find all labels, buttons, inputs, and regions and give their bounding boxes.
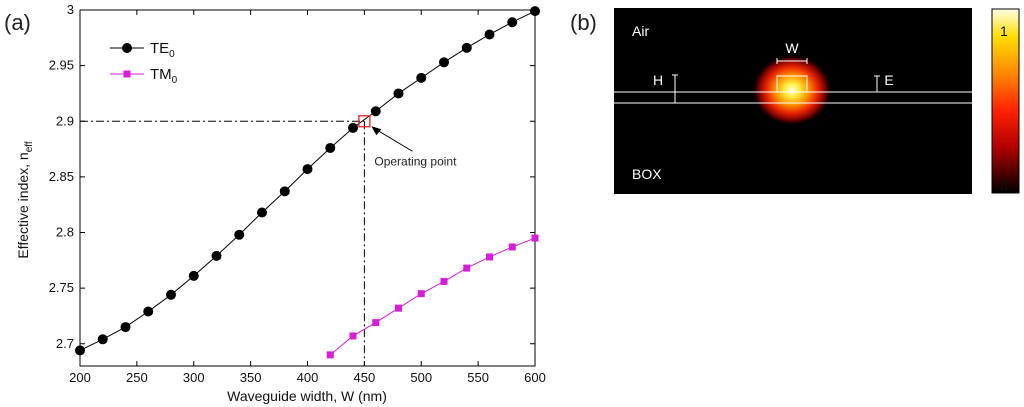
data-point-te0 [484,29,495,40]
y-tick-label: 2.7 [56,336,74,351]
data-point-te0 [97,334,108,345]
data-point-te0 [75,345,85,356]
colorbar-min-label: 0 [1000,178,1008,194]
colorbar: 1 0 [991,8,1020,194]
y-axis-ticks: 2.7 2.75 2.8 2.85 2.9 2.95 3 [49,2,535,351]
y-tick-label: 3 [67,2,74,17]
legend-label-subscript: 0 [172,75,178,86]
effective-index-chart: 200 250 300 350 400 450 500 550 600 2.72.752.82.… [15,2,546,404]
colorbar-max-label: 1 [1000,23,1008,39]
x-tick-label: 600 [524,370,546,385]
x-tick-label: 400 [297,370,319,385]
data-point-te0 [166,289,176,300]
x-axis-ticks: 200 250 300 350 400 450 500 550 600 [69,10,546,385]
operating-point-guides [80,120,365,366]
data-point-tm0 [508,243,516,251]
data-point-te0 [348,122,358,133]
data-point-te0 [257,207,267,218]
data-point-te0 [211,250,222,261]
x-tick-label: 200 [69,370,91,385]
legend-label: TE0 [150,40,175,60]
data-point-te0 [439,57,449,68]
data-point-te0 [188,270,199,281]
data-point-tm0 [326,351,334,359]
panel-a-label: (a) [4,10,31,35]
data-point-te0 [279,186,290,197]
series-line-te0 [79,10,536,351]
annotation-layer: Operating point [358,115,457,168]
data-point-te0 [143,306,154,317]
series-layer [75,6,540,359]
legend-label-subscript: 0 [169,49,175,60]
data-point-te0 [393,88,404,99]
data-point-te0 [120,322,131,333]
panel-b-label: (b) [570,10,597,35]
data-point-tm0 [417,290,425,298]
x-tick-label: 300 [183,370,205,385]
data-point-tm0 [440,277,448,285]
y-tick-label: 2.85 [49,169,74,184]
air-region-label: Air [632,23,649,39]
x-tick-label: 250 [126,370,148,385]
x-tick-label: 350 [240,370,262,385]
operating-point-arrow-head [371,126,382,136]
ridge-outline [776,75,808,92]
mode-profile [752,54,832,126]
legend-marker [123,70,131,78]
x-axis-title: Waveguide width, W (nm) [227,388,387,404]
y-tick-label: 2.9 [56,113,74,128]
data-point-te0 [507,17,518,28]
legend-label: TM0 [150,66,178,86]
data-point-te0 [370,106,381,117]
data-point-tm0 [531,234,539,242]
data-point-te0 [325,142,336,153]
width-label: W [785,40,799,56]
colorbar-gradient [991,8,1020,194]
mode-field-heatmap: W H E Air BOX [614,8,972,194]
data-point-te0 [461,42,472,53]
data-point-tm0 [372,319,380,327]
x-tick-label: 500 [410,370,432,385]
height-label: H [653,72,663,88]
y-tick-label: 2.8 [56,225,74,240]
data-point-te0 [302,164,313,175]
legend-marker [122,43,132,53]
box-region-label: BOX [632,166,662,182]
data-point-tm0 [463,264,471,272]
data-point-te0 [530,6,540,17]
legend-label-main: TM [150,66,172,83]
operating-point-marker [358,115,371,128]
data-point-te0 [416,72,427,83]
y-tick-label: 2.95 [49,58,74,73]
y-axis-title-subscript: eff [24,141,35,152]
data-point-tm0 [486,253,493,261]
series-line-tm0 [329,237,536,356]
etch-label: E [884,72,893,88]
data-point-tm0 [395,304,402,312]
data-point-te0 [234,229,245,240]
x-tick-label: 450 [354,370,376,385]
data-point-tm0 [349,332,357,340]
y-tick-label: 2.75 [49,280,74,295]
operating-point-label: Operating point [374,154,457,168]
x-tick-label: 550 [467,370,489,385]
y-axis-title-main: Effective index, n [15,152,31,258]
y-axis-title: Effective index, neff [15,141,35,259]
legend-label-main: TE [150,40,169,57]
